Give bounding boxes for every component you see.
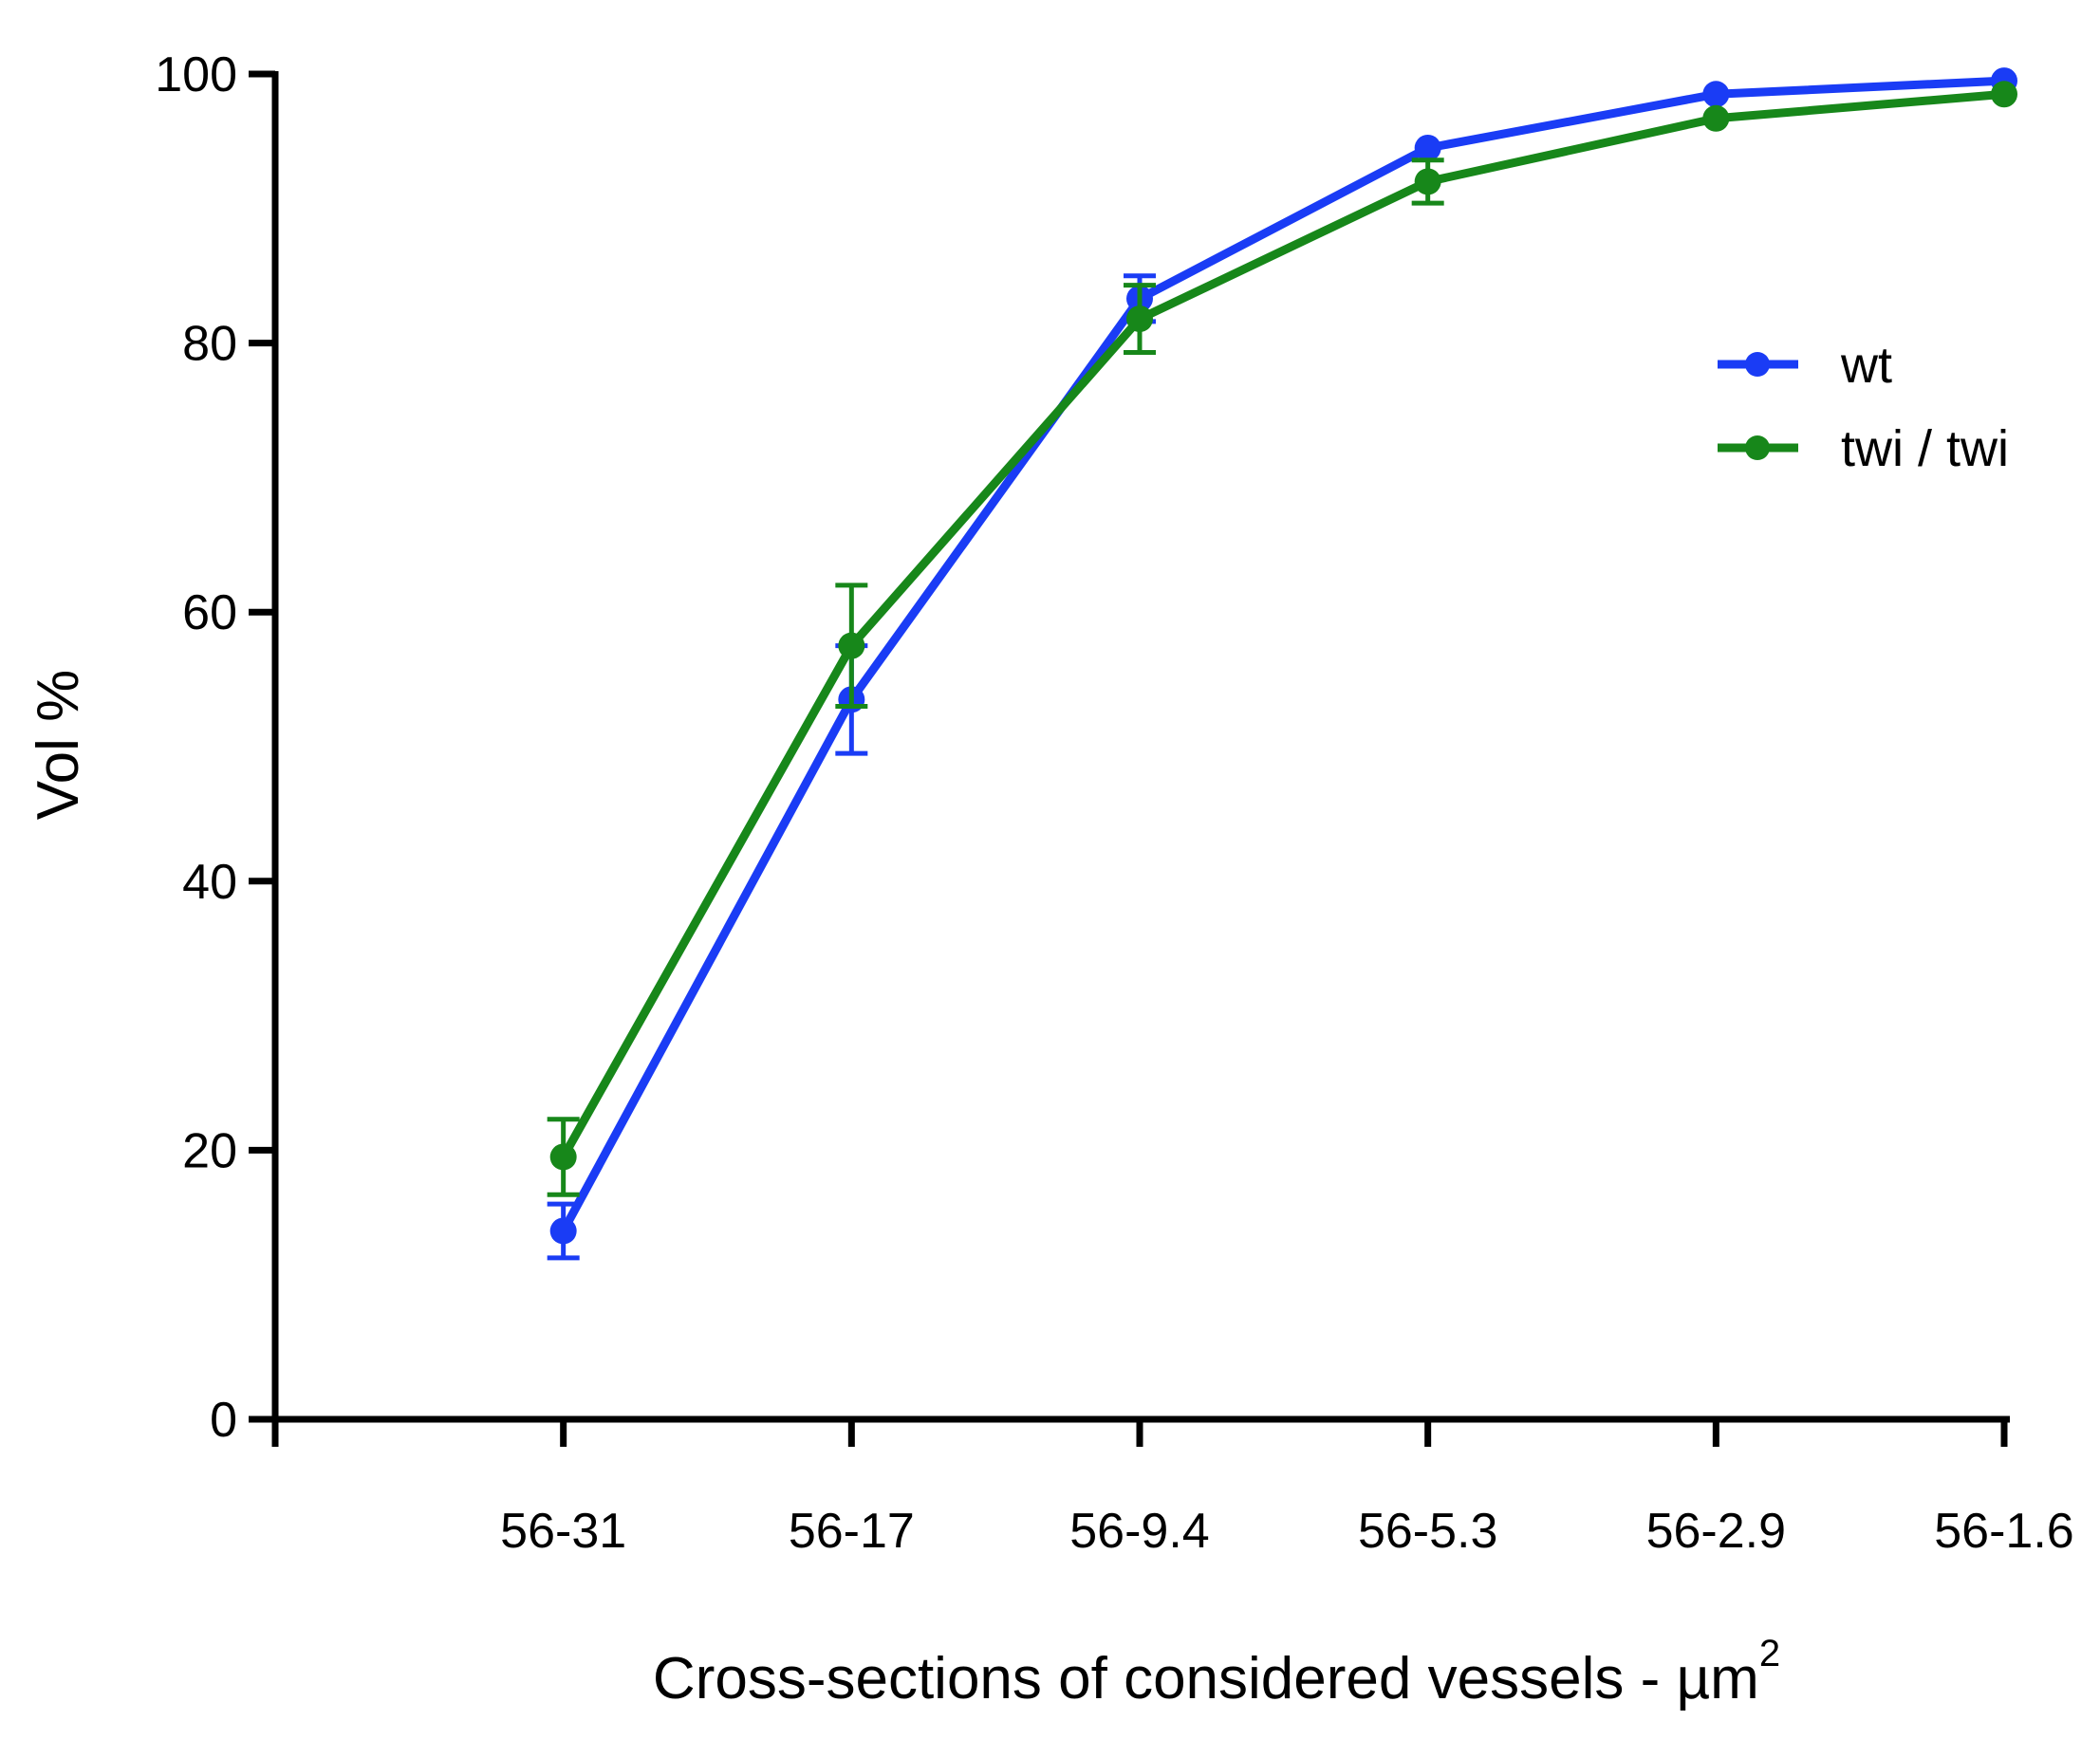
y-axis-label: Vol % <box>26 670 91 821</box>
data-point <box>1702 104 1730 132</box>
y-tick-label: 80 <box>182 317 237 372</box>
data-point <box>1414 134 1441 161</box>
x-tick-label: 56-2.9 <box>1646 1504 1786 1559</box>
data-point <box>1702 81 1730 108</box>
x-axis-label-main: Cross-sections of considered vessels - µ… <box>653 1646 1759 1711</box>
y-tick-label: 20 <box>182 1123 237 1178</box>
legend-marker-wt <box>1745 352 1770 377</box>
legend-marker-twi <box>1745 435 1770 460</box>
y-tick-label: 40 <box>182 855 237 910</box>
data-point <box>549 1143 577 1171</box>
legend: wt twi / twi <box>1718 337 2009 477</box>
y-tick-label: 100 <box>155 47 237 102</box>
series-line <box>559 76 2005 1233</box>
y-ticks: 0 20 40 60 80 100 <box>155 47 275 1448</box>
series-1 <box>547 81 2017 1197</box>
legend-label-twi: twi / twi <box>1841 420 2009 477</box>
x-tick-label: 56-31 <box>500 1504 626 1559</box>
legend-item-twi: twi / twi <box>1718 420 2009 477</box>
x-tick-label: 56-17 <box>789 1504 915 1559</box>
data-point <box>1414 168 1441 195</box>
y-tick-label: 0 <box>210 1393 237 1448</box>
x-tick-label: 56-9.4 <box>1069 1504 1209 1559</box>
x-axis-label: Cross-sections of considered vessels - µ… <box>653 1633 1780 1711</box>
data-point <box>1991 81 2017 108</box>
series-0 <box>547 67 2017 1261</box>
axes <box>271 71 2010 1423</box>
series-layer <box>547 67 2017 1261</box>
x-tick-label: 56-5.3 <box>1358 1504 1497 1559</box>
x-tick-label: 56-1.6 <box>1934 1504 2073 1559</box>
data-point <box>1126 305 1153 333</box>
legend-label-wt: wt <box>1840 337 1892 394</box>
legend-item-wt: wt <box>1718 337 1892 394</box>
data-point <box>838 632 865 659</box>
data-point <box>549 1217 577 1245</box>
x-ticks: 56-31 56-17 56-9.4 56-5.3 56-2.9 56-1.6 <box>271 1419 2074 1559</box>
x-axis-label-superscript: 2 <box>1759 1633 1780 1674</box>
series-line <box>559 89 2005 1159</box>
y-tick-label: 60 <box>182 585 237 640</box>
